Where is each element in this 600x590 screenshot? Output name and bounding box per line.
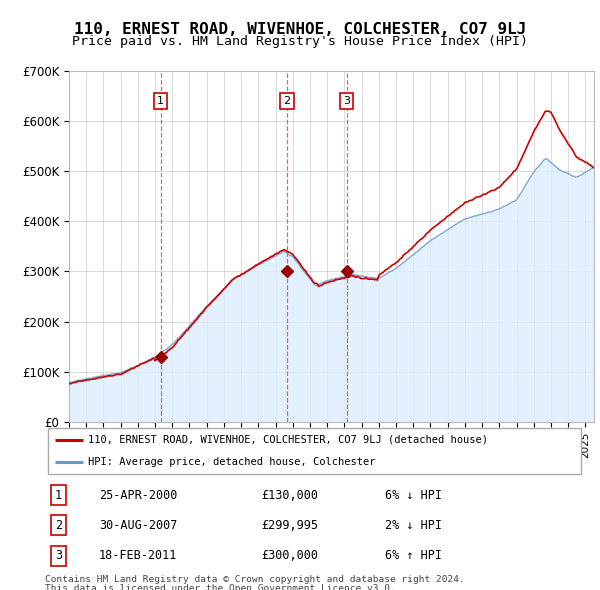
Text: £130,000: £130,000 [261,489,318,502]
Text: 110, ERNEST ROAD, WIVENHOE, COLCHESTER, CO7 9LJ: 110, ERNEST ROAD, WIVENHOE, COLCHESTER, … [74,22,526,37]
Text: 6% ↓ HPI: 6% ↓ HPI [385,489,442,502]
Text: 2% ↓ HPI: 2% ↓ HPI [385,519,442,532]
Text: 1: 1 [157,96,164,106]
Text: 3: 3 [55,549,62,562]
Text: £300,000: £300,000 [261,549,318,562]
Text: 110, ERNEST ROAD, WIVENHOE, COLCHESTER, CO7 9LJ (detached house): 110, ERNEST ROAD, WIVENHOE, COLCHESTER, … [88,435,488,445]
Text: Price paid vs. HM Land Registry's House Price Index (HPI): Price paid vs. HM Land Registry's House … [72,35,528,48]
Text: This data is licensed under the Open Government Licence v3.0.: This data is licensed under the Open Gov… [45,584,396,590]
Text: £299,995: £299,995 [261,519,318,532]
Text: 1: 1 [55,489,62,502]
Text: HPI: Average price, detached house, Colchester: HPI: Average price, detached house, Colc… [88,457,376,467]
Text: 18-FEB-2011: 18-FEB-2011 [99,549,178,562]
Text: 25-APR-2000: 25-APR-2000 [99,489,178,502]
Text: 3: 3 [343,96,350,106]
Text: 6% ↑ HPI: 6% ↑ HPI [385,549,442,562]
Text: 2: 2 [55,519,62,532]
Text: 2: 2 [283,96,290,106]
Text: Contains HM Land Registry data © Crown copyright and database right 2024.: Contains HM Land Registry data © Crown c… [45,575,465,584]
Text: 30-AUG-2007: 30-AUG-2007 [99,519,178,532]
FancyBboxPatch shape [48,428,581,474]
